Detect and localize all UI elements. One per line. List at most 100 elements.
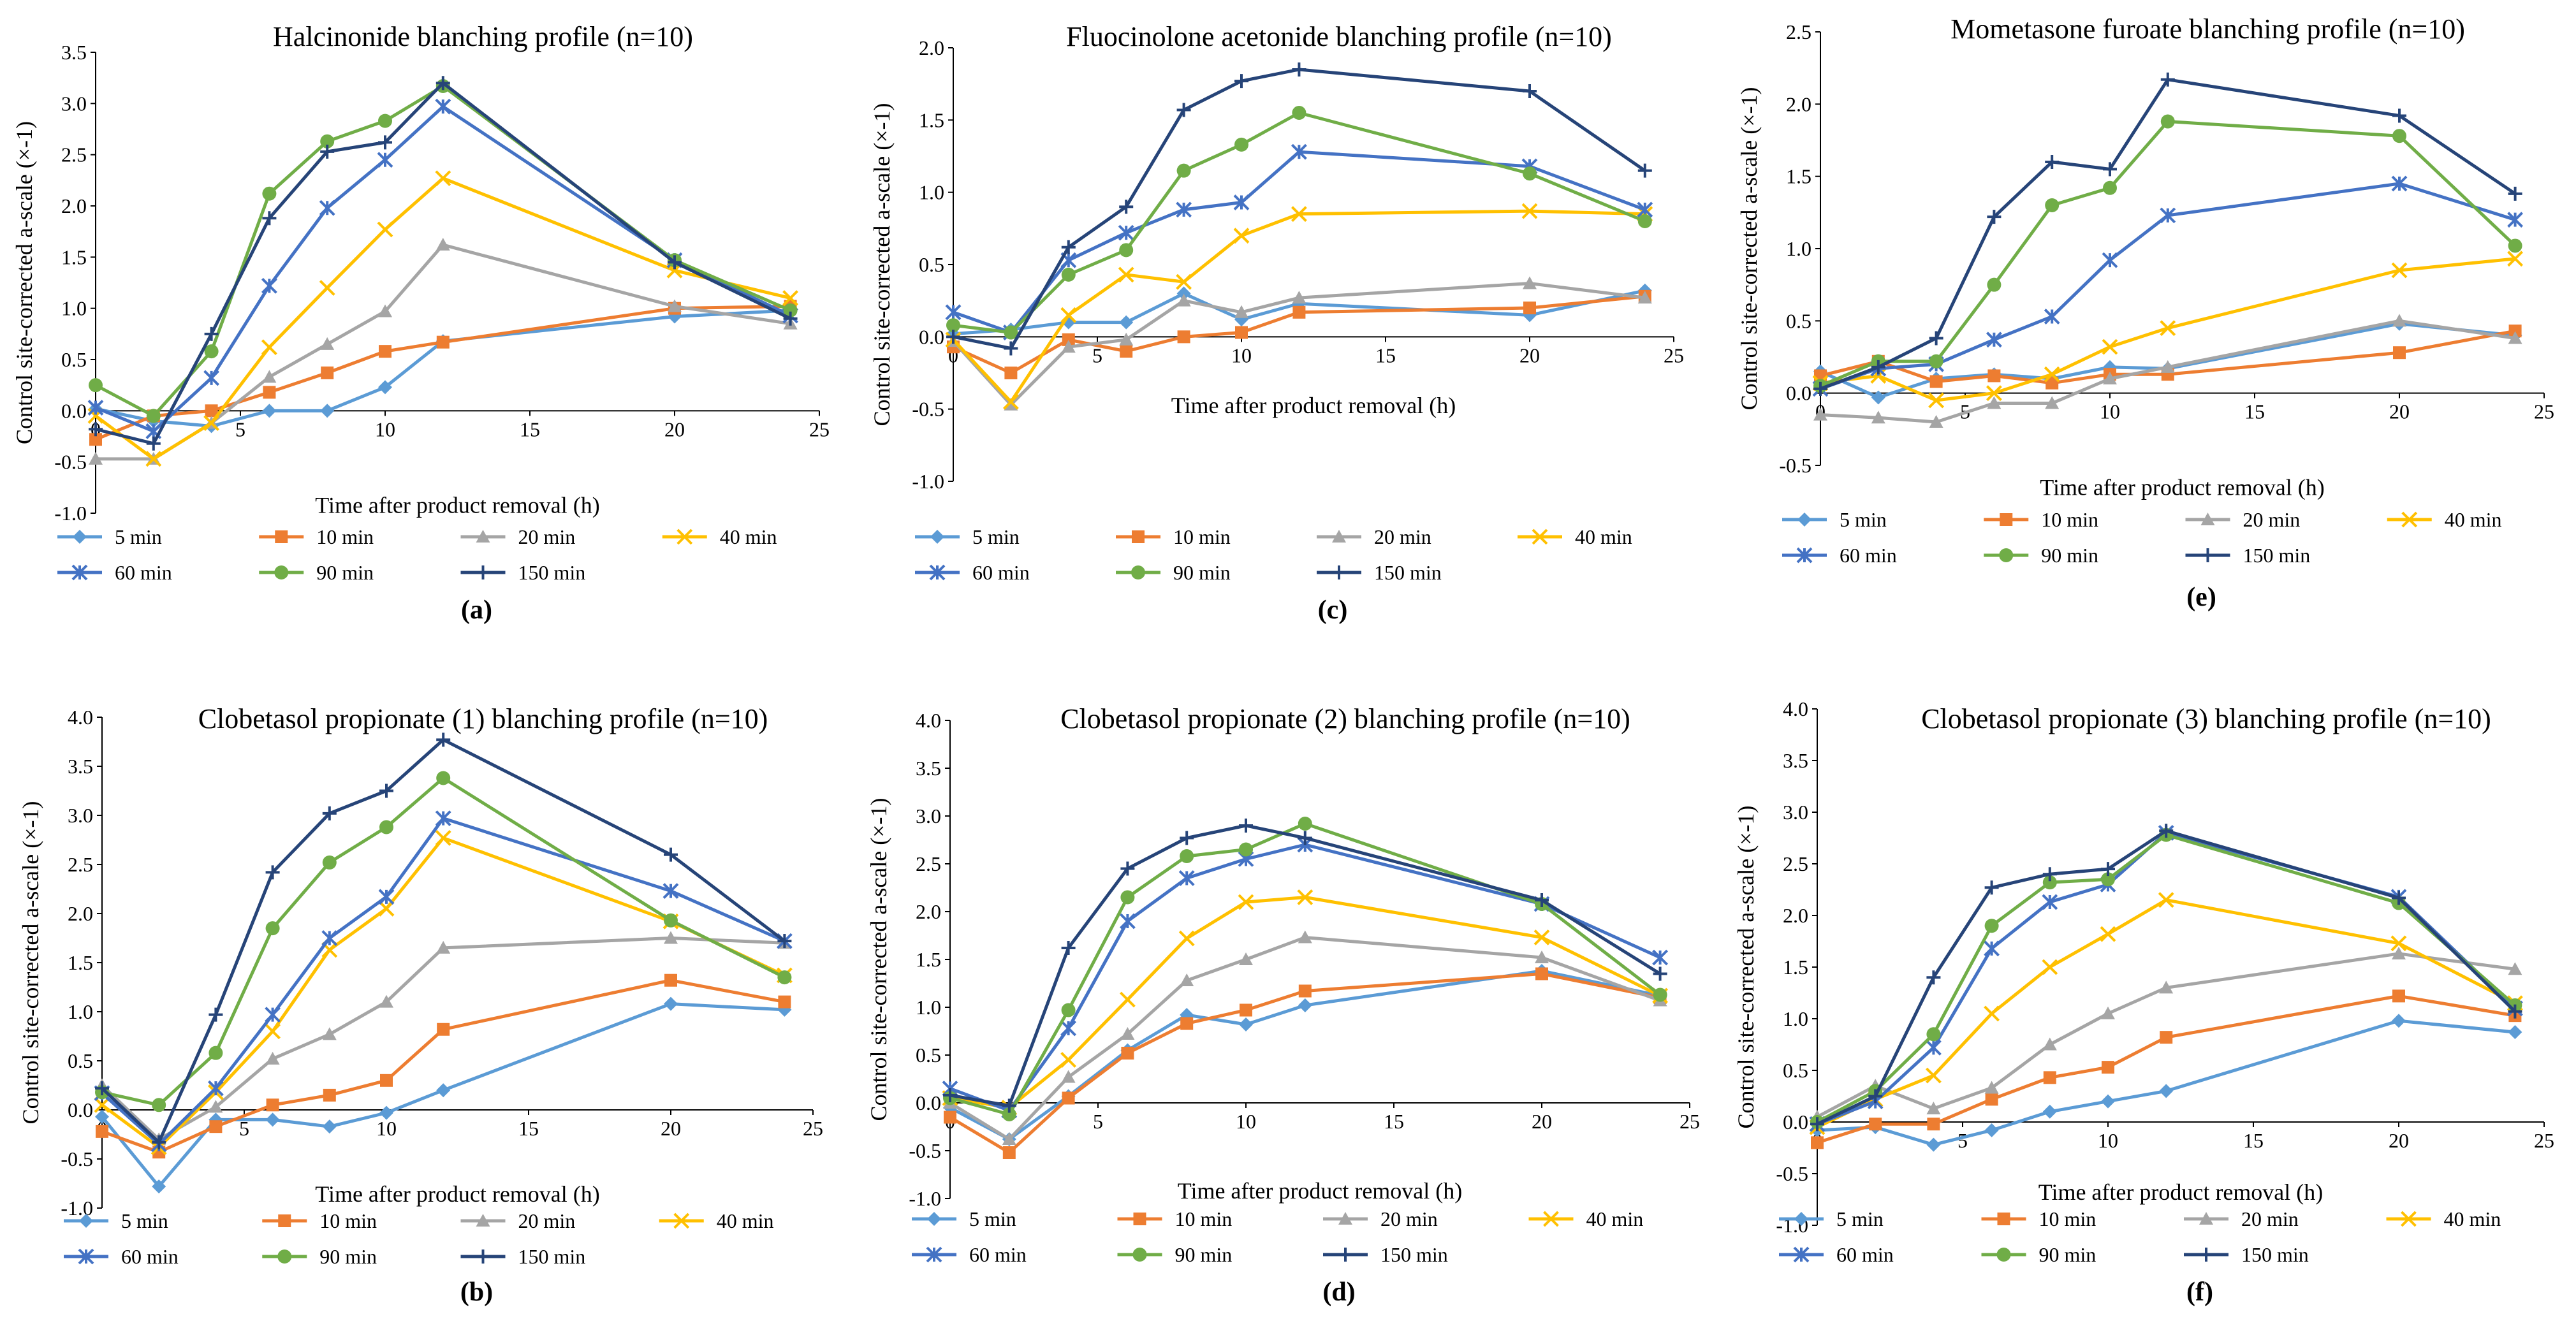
- data-point: [435, 238, 450, 251]
- legend-label: 60 min: [972, 561, 1030, 584]
- y-tick-label: 1.5: [68, 951, 93, 974]
- legend-item: 40 min: [2387, 508, 2502, 531]
- data-point: [320, 337, 335, 350]
- data-point: [1062, 1091, 1075, 1105]
- chart-panel-b: Clobetasol propionate (1) blanching prof…: [18, 703, 823, 1307]
- series-60-min: [1812, 175, 2524, 397]
- legend: 5 min 10 min 20 min 40 min 60 min 90 min 150 m…: [1782, 508, 2502, 567]
- y-tick-label: -0.5: [1779, 454, 1811, 477]
- legend: 5 min 10 min 20 min 40 min 60 min 90 min 150 m…: [915, 525, 1632, 584]
- legend-item: 10 min: [262, 1209, 377, 1232]
- data-point: [2159, 824, 2174, 838]
- data-point: [2159, 1084, 2174, 1098]
- data-point: [2102, 339, 2118, 355]
- legend-marker: [476, 1214, 490, 1227]
- legend-label: 150 min: [2241, 1243, 2309, 1266]
- legend-marker: [277, 1250, 292, 1264]
- series-40-min: [87, 170, 799, 467]
- x-axis-label: Time after product removal (h): [315, 1181, 600, 1207]
- data-point: [265, 1112, 280, 1127]
- data-point: [1984, 1081, 1999, 1094]
- data-point: [1180, 1017, 1194, 1030]
- series-90-min: [1813, 114, 2522, 393]
- data-point: [1298, 998, 1312, 1012]
- data-point: [2101, 872, 2115, 887]
- series-150-min: [1813, 72, 2522, 396]
- legend-item: 40 min: [2386, 1207, 2501, 1230]
- y-tick-label: 2.0: [919, 36, 944, 59]
- data-point: [1060, 1020, 1077, 1037]
- y-tick-label: 3.0: [68, 804, 93, 827]
- legend-marker: [927, 1212, 941, 1226]
- data-point: [1176, 103, 1191, 117]
- data-point: [435, 830, 451, 846]
- data-point: [1521, 203, 1538, 219]
- data-point: [2508, 962, 2522, 975]
- y-tick-label: 0.0: [61, 399, 87, 422]
- legend-label: 20 min: [518, 1209, 576, 1232]
- legend-marker: [476, 1250, 490, 1264]
- data-point: [1987, 396, 2002, 409]
- chart-title: Mometasone furoate blanching profile (n=…: [1950, 13, 2465, 45]
- legend-label: 60 min: [1840, 544, 1897, 567]
- data-point: [378, 889, 395, 905]
- data-point: [2392, 1014, 2406, 1028]
- legend-marker: [929, 564, 946, 581]
- y-tick-label: 1.5: [1786, 165, 1811, 188]
- y-tick-label: 2.0: [916, 900, 941, 923]
- series-90-min: [946, 106, 1652, 340]
- y-tick-label: 2.5: [61, 143, 87, 166]
- legend-label: 10 min: [319, 1209, 377, 1232]
- data-point: [322, 806, 337, 820]
- chart-panel-f: Clobetasol propionate (3) blanching prof…: [1733, 697, 2554, 1307]
- legend-label: 20 min: [2243, 508, 2301, 531]
- series-10-min: [1814, 324, 2522, 390]
- data-point: [89, 451, 103, 465]
- data-point: [1240, 1003, 1252, 1017]
- data-point: [1061, 267, 1076, 282]
- data-point: [1871, 360, 1885, 374]
- y-tick-label: -0.5: [909, 1139, 941, 1162]
- legend-marker: [1332, 565, 1346, 579]
- data-point: [664, 913, 678, 928]
- legend-marker: [1997, 1213, 2010, 1225]
- data-point: [262, 404, 277, 418]
- legend-item: 10 min: [1981, 1207, 2096, 1230]
- data-point: [1652, 949, 1669, 966]
- data-point: [1926, 970, 1941, 985]
- data-point: [946, 330, 960, 344]
- data-point: [2393, 346, 2406, 360]
- legend-marker: [1999, 548, 2014, 562]
- y-tick-label: 1.0: [919, 181, 944, 204]
- data-point: [320, 404, 335, 418]
- data-point: [2391, 262, 2408, 279]
- chart-title: Clobetasol propionate (2) blanching prof…: [1060, 703, 1630, 734]
- legend-marker: [1996, 1248, 2011, 1262]
- series-10-min: [947, 289, 1651, 379]
- y-tick-label: 2.5: [1786, 20, 1811, 43]
- data-point: [1239, 819, 1253, 833]
- data-point: [1176, 293, 1191, 307]
- y-tick-label: 0.5: [68, 1049, 93, 1072]
- legend-label: 60 min: [115, 561, 172, 584]
- x-tick-label: 10: [376, 1117, 397, 1140]
- y-tick-label: 0.5: [919, 253, 944, 276]
- data-point: [1985, 1093, 1998, 1106]
- series-line: [1817, 994, 2515, 1144]
- y-tick-label: 1.0: [916, 996, 941, 1019]
- y-tick-label: 1.5: [61, 245, 87, 268]
- data-point: [1929, 375, 1943, 388]
- data-point: [152, 1098, 166, 1112]
- data-point: [2392, 891, 2406, 905]
- data-point: [2042, 867, 2057, 882]
- series-line: [101, 979, 785, 1154]
- data-point: [2160, 114, 2175, 129]
- data-point: [209, 1120, 223, 1133]
- data-point: [2043, 1071, 2056, 1084]
- legend-marker: [274, 565, 289, 579]
- legend-item: 150 min: [460, 561, 585, 584]
- legend-marker: [1793, 1246, 1810, 1263]
- legend-item: 60 min: [64, 1245, 179, 1268]
- chart-panel-d: Clobetasol propionate (2) blanching prof…: [866, 703, 1700, 1307]
- data-point: [1178, 930, 1195, 947]
